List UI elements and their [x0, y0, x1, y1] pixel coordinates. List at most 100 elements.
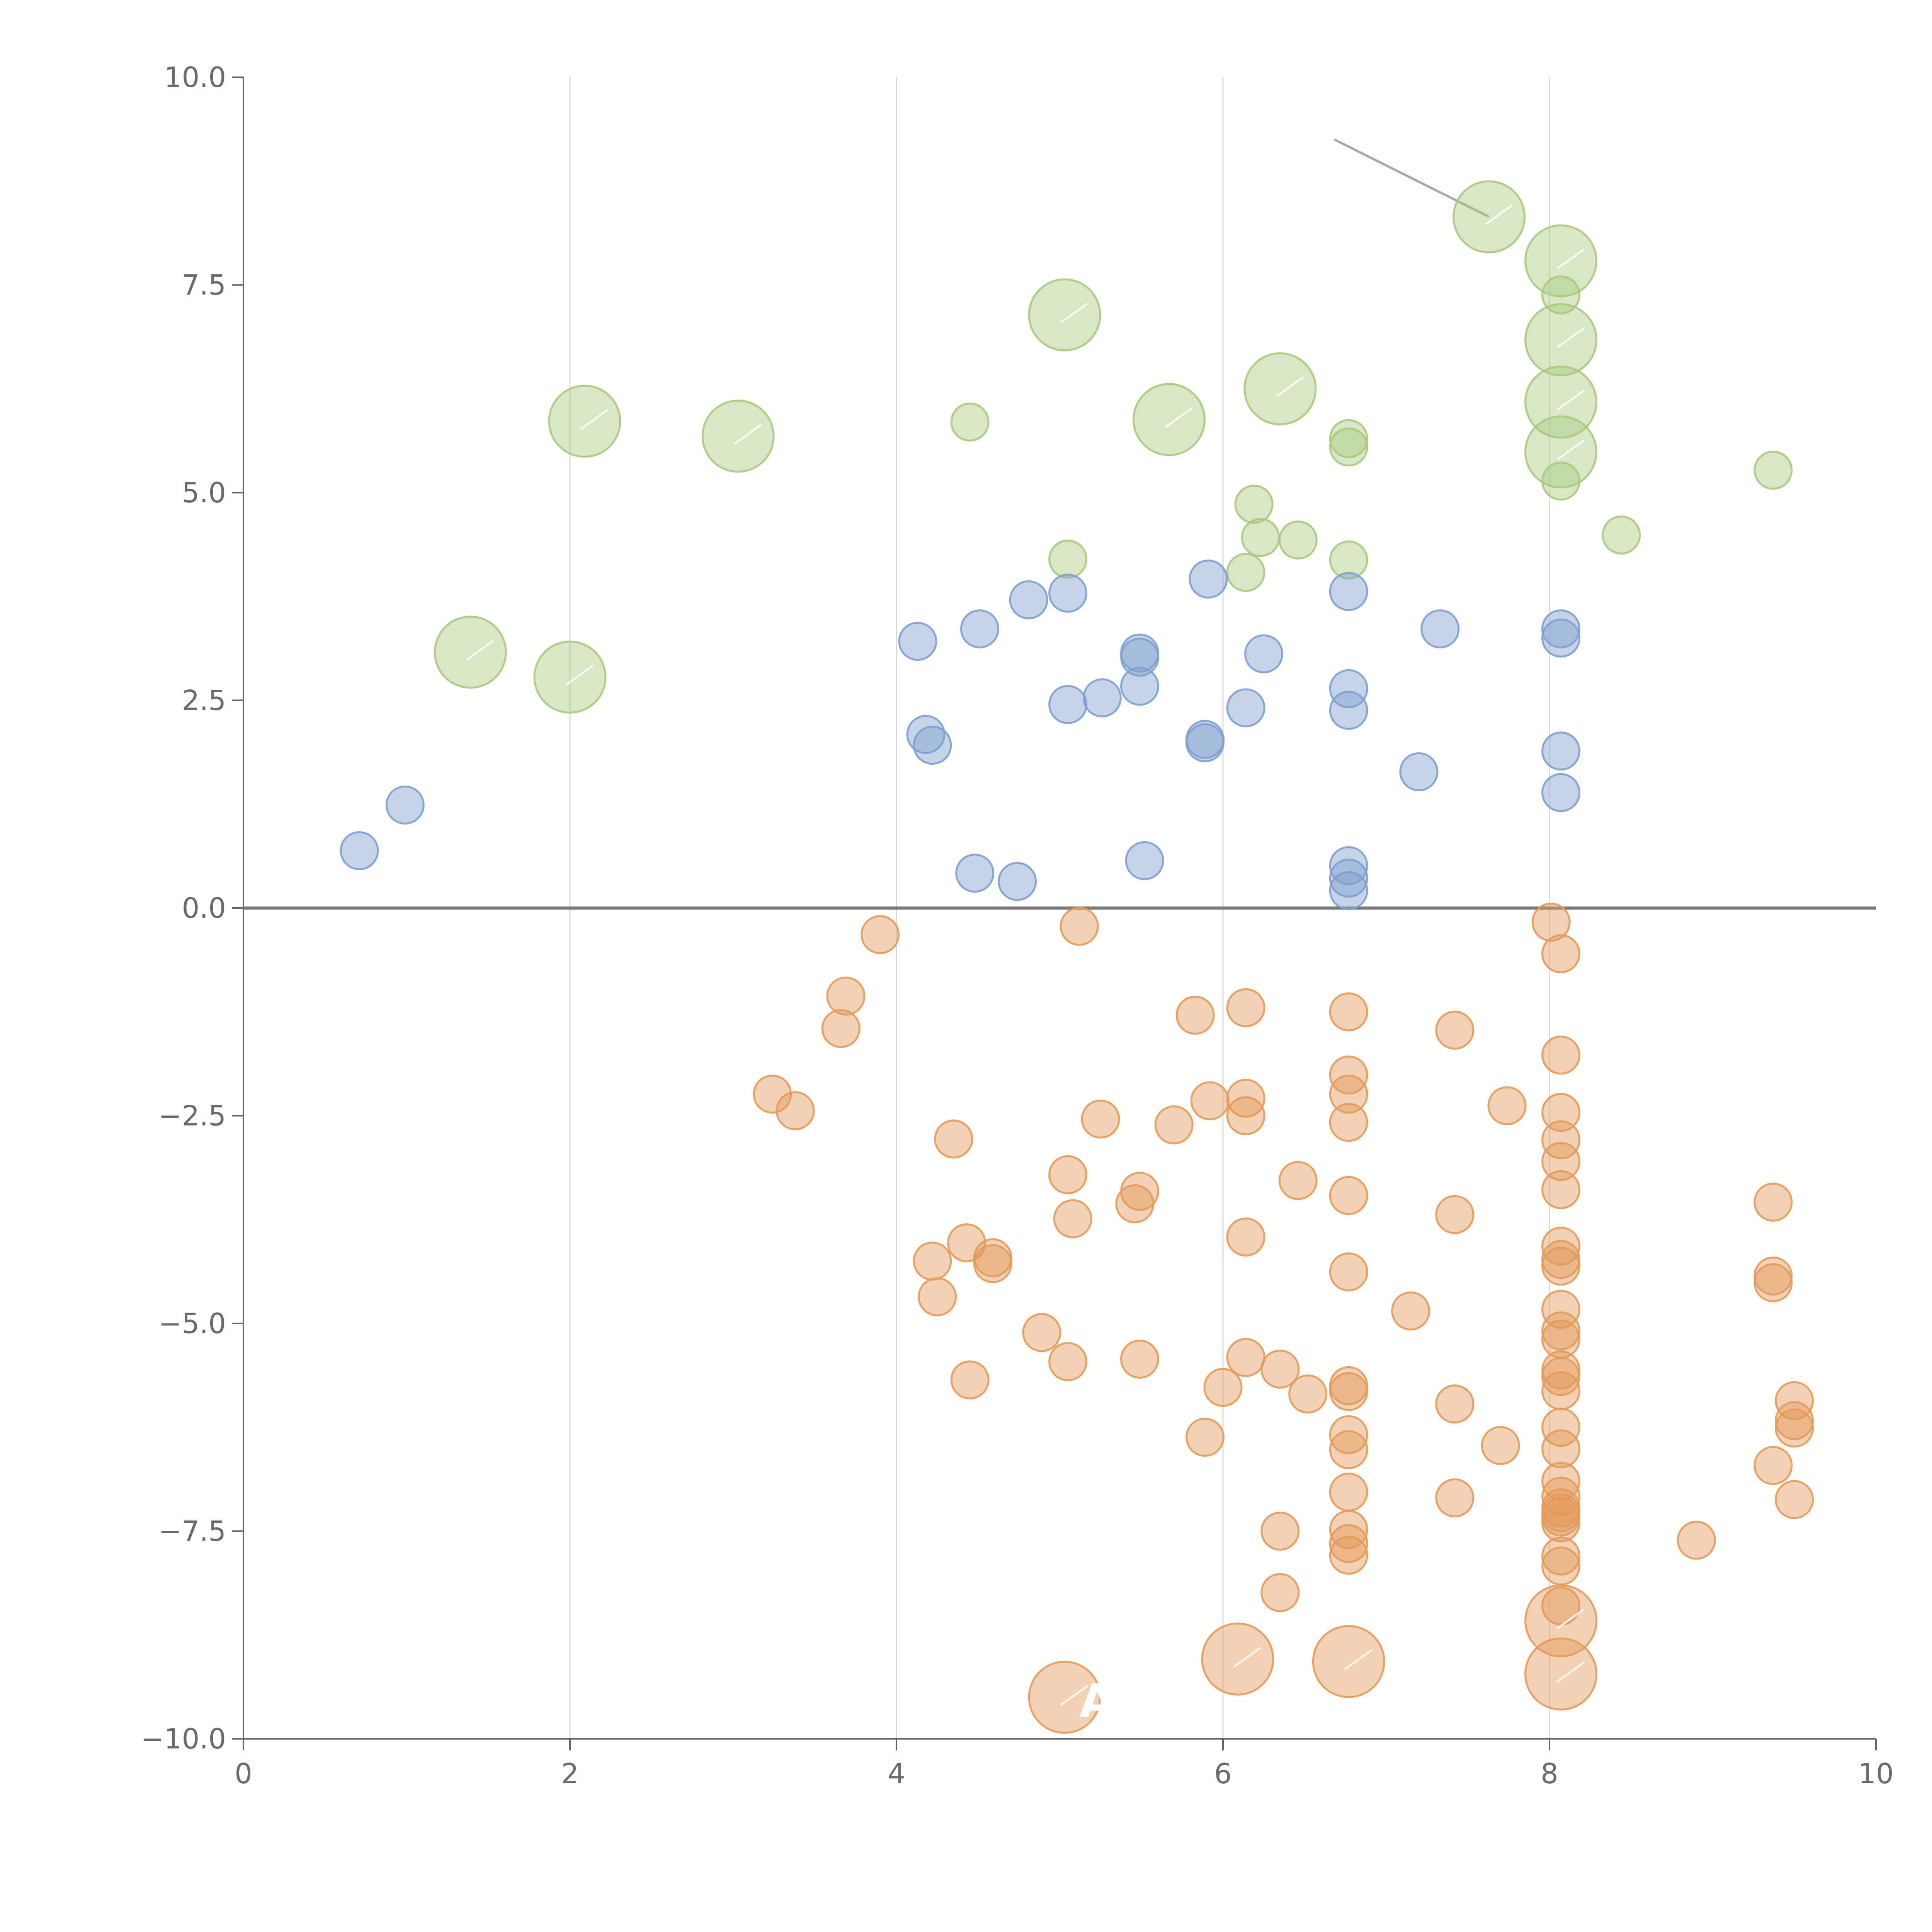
label-stub-line: [1233, 1646, 1262, 1668]
orange-point: [1775, 1480, 1814, 1519]
blue-point: [1120, 638, 1160, 677]
orange-point: [1541, 1289, 1581, 1329]
orange-point: [1753, 1263, 1793, 1303]
green-point: [1234, 485, 1274, 524]
blue-point: [1048, 573, 1088, 613]
blue-point: [1048, 685, 1088, 724]
orange-point: [1185, 1418, 1225, 1457]
orange-point: [1260, 1349, 1300, 1389]
orange-point: [950, 1360, 990, 1400]
green-point: [434, 616, 507, 689]
orange-point: [1435, 1478, 1475, 1517]
orange-point: [1775, 1408, 1814, 1448]
orange-point: [1329, 1176, 1368, 1215]
orange-point: [821, 1009, 861, 1048]
orange-point: [1541, 1536, 1581, 1576]
blue-point: [1185, 723, 1225, 762]
orange-point: [1435, 1384, 1475, 1424]
x-tick-label: 8: [1541, 1757, 1558, 1790]
orange-point: [1226, 988, 1265, 1027]
blue-point: [1541, 773, 1581, 812]
green-point: [533, 640, 607, 714]
green-point: [1452, 180, 1526, 253]
green-point: [1329, 540, 1368, 580]
orange-point: [1541, 1371, 1581, 1410]
green-point: [1524, 415, 1598, 489]
blue-point: [906, 715, 946, 754]
axes: 0 2 4 6 8 10 10.0 7.5 5.0 2.5 0.0 −2.5 −5.0 −7.5 −10.0: [141, 61, 1893, 1790]
orange-point: [1753, 1446, 1793, 1485]
orange-point: [1053, 1199, 1092, 1238]
green-point: [1524, 303, 1598, 376]
label-stub-line: [1556, 248, 1585, 270]
orange-point: [1541, 934, 1581, 973]
green-point: [1541, 461, 1581, 501]
orange-point: [913, 1242, 952, 1281]
orange-point: [1201, 1622, 1274, 1696]
orange-point: [1541, 1357, 1581, 1396]
label-stub-line: [1060, 302, 1088, 323]
green-point: [1133, 383, 1206, 456]
orange-point: [1226, 1078, 1265, 1118]
orange-point: [1203, 1368, 1243, 1407]
blue-point: [913, 726, 952, 765]
orange-point: [1226, 1217, 1265, 1257]
blue-point: [960, 609, 999, 649]
blue-point: [1244, 634, 1284, 673]
orange-point: [1541, 1476, 1581, 1516]
green-point: [1028, 278, 1101, 352]
green-point: [1541, 275, 1581, 315]
blue-point: [385, 785, 425, 825]
blue-point: [1329, 690, 1368, 730]
green-point: [1602, 515, 1641, 555]
blue-point: [1189, 560, 1228, 599]
y-tick-label: −10.0: [141, 1723, 226, 1755]
y-tick-label: −5.0: [158, 1307, 226, 1340]
blue-point: [1329, 871, 1368, 910]
orange-point: [1312, 1625, 1385, 1698]
blue-point: [1541, 618, 1581, 658]
x-tick-label: 4: [888, 1757, 905, 1790]
label-stub-line: [1556, 327, 1585, 349]
blue-point: [1125, 841, 1164, 880]
orange-point: [1487, 1086, 1527, 1126]
orange-point: [1190, 1081, 1230, 1121]
orange-point: [826, 976, 866, 1016]
green-point: [1226, 553, 1265, 592]
blue-point: [1120, 667, 1160, 706]
blue-point: [1329, 859, 1368, 898]
orange-point: [1329, 1075, 1368, 1114]
y-tick-label: 2.5: [182, 684, 226, 717]
orange-point: [1329, 1430, 1368, 1469]
blue-point: [1420, 609, 1460, 649]
orange-point: [1541, 1462, 1581, 1501]
blue-point: [1329, 669, 1368, 708]
annotation-label: A: [1079, 1674, 1115, 1728]
orange-point: [1531, 903, 1571, 942]
x-tick-label: 6: [1214, 1757, 1232, 1790]
orange-point: [1115, 1184, 1155, 1223]
green-point: [1241, 518, 1280, 557]
orange-point: [1524, 1584, 1598, 1658]
green-point: [1329, 419, 1368, 458]
blue-point: [1226, 688, 1265, 728]
green-point: [1753, 451, 1793, 490]
green-point: [1524, 224, 1598, 298]
blue-point: [1009, 580, 1048, 619]
green-point: [701, 400, 775, 473]
orange-point: [918, 1277, 957, 1316]
orange-point: [1022, 1313, 1061, 1352]
blue-point: [340, 831, 379, 871]
label-stub-line: [466, 639, 494, 661]
orange-point: [1541, 1120, 1581, 1160]
orange-point: [1541, 1226, 1581, 1266]
label-stub-line: [1060, 1685, 1088, 1706]
orange-point: [1081, 1099, 1120, 1139]
y-tick-label: 5.0: [182, 476, 226, 509]
y-tick-label: 0.0: [182, 892, 226, 924]
green-point: [1243, 352, 1317, 425]
orange-point: [1288, 1374, 1328, 1414]
y-tick-label: −2.5: [158, 1100, 226, 1132]
green-point: [950, 402, 990, 442]
